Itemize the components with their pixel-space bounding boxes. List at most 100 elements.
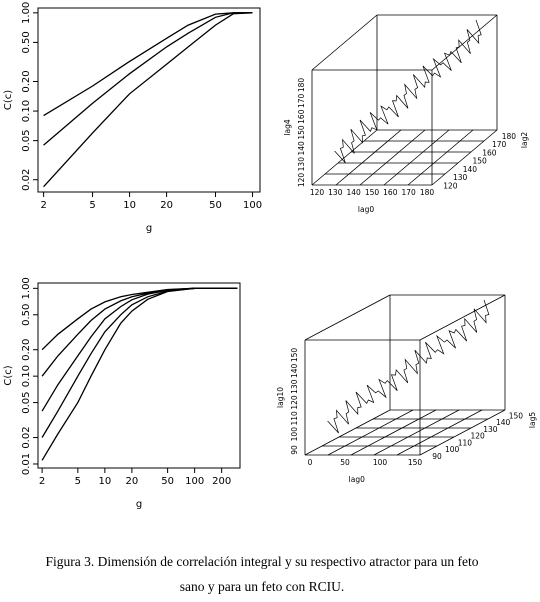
y-tick-label: 1.00 xyxy=(21,277,32,299)
y-tick-label: 0.20 xyxy=(21,339,32,361)
box-edge xyxy=(311,129,378,186)
x-tick-label: 5 xyxy=(75,476,81,487)
vertical-tick-label: 150 xyxy=(290,348,299,363)
series-line xyxy=(43,12,253,146)
x-tick-label: 2 xyxy=(39,476,45,487)
series-line xyxy=(43,12,253,117)
x-axis-label: lag0 xyxy=(358,205,374,214)
x-tick-label: 50 xyxy=(340,458,350,467)
x-tick-label: 150 xyxy=(365,188,380,197)
series-line xyxy=(41,287,238,461)
x-tick-label: 130 xyxy=(328,188,343,197)
vertical-tick-label: 170 xyxy=(297,93,306,108)
y-tick-label: 1.00 xyxy=(21,2,32,24)
box-edge xyxy=(304,294,391,341)
depth-tick-label: 120 xyxy=(471,432,486,441)
y-tick-label: 0.02 xyxy=(21,169,32,191)
y-tick-label: 0.10 xyxy=(21,365,32,387)
x-tick-label: 100 xyxy=(185,476,204,487)
vertical-tick-label: 130 xyxy=(297,157,306,172)
x-tick-label: 0 xyxy=(308,458,313,467)
box-edge xyxy=(419,294,506,341)
vertical-axis-label: lag4 xyxy=(283,119,292,135)
x-tick-label: 100 xyxy=(373,458,388,467)
box-edge xyxy=(419,409,506,456)
y-tick-label: 0.01 xyxy=(21,453,32,475)
floor-grid xyxy=(350,409,437,456)
depth-tick-label: 160 xyxy=(482,148,497,157)
y-axis-label: C(c) xyxy=(3,365,14,385)
vertical-tick-label: 140 xyxy=(297,141,306,156)
vertical-tick-label: 110 xyxy=(290,411,299,426)
x-tick-label: 5 xyxy=(89,200,95,211)
floor-grid xyxy=(327,409,414,456)
vertical-tick-label: 140 xyxy=(290,363,299,378)
floor-grid xyxy=(373,409,460,456)
box-edge xyxy=(431,129,498,186)
depth-axis-label: lag5 xyxy=(528,412,537,428)
x-tick-label: 200 xyxy=(212,476,231,487)
x-tick-label: 160 xyxy=(383,188,398,197)
depth-tick-label: 150 xyxy=(473,157,488,166)
x-tick-label: 100 xyxy=(243,200,262,211)
y-axis-label: C(c) xyxy=(3,90,14,110)
x-tick-label: 20 xyxy=(160,200,173,211)
depth-tick-label: 150 xyxy=(509,411,524,420)
vertical-tick-label: 90 xyxy=(290,445,299,455)
y-tick-label: 0.10 xyxy=(21,100,32,122)
caption-line: Figura 3. Dimensión de correlación integ… xyxy=(46,554,479,569)
box-edge xyxy=(431,14,498,71)
x-tick-label: 150 xyxy=(408,458,423,467)
plot-frame xyxy=(37,282,241,469)
x-tick-label: 50 xyxy=(209,200,222,211)
floor-grid xyxy=(335,129,402,186)
depth-tick-label: 120 xyxy=(443,181,458,190)
vertical-tick-label: 120 xyxy=(297,173,306,188)
y-tick-label: 0.05 xyxy=(21,391,32,413)
x-tick-label: 180 xyxy=(420,188,435,197)
series-line xyxy=(43,12,253,188)
depth-tick-label: 90 xyxy=(432,452,442,461)
plot-frame xyxy=(37,7,261,193)
x-tick-label: 10 xyxy=(98,476,111,487)
x-tick-label: 140 xyxy=(347,188,362,197)
box-edge xyxy=(304,409,391,456)
vertical-tick-label: 180 xyxy=(297,78,306,93)
series-line xyxy=(41,287,238,412)
vertical-tick-label: 150 xyxy=(297,125,306,140)
y-tick-label: 0.20 xyxy=(21,70,32,92)
depth-tick-label: 140 xyxy=(496,418,511,427)
depth-tick-label: 100 xyxy=(445,445,460,454)
attractor-trace xyxy=(327,299,490,434)
depth-tick-label: 130 xyxy=(453,173,468,182)
depth-axis-label: lag2 xyxy=(520,132,529,148)
vertical-axis-label: lag10 xyxy=(276,387,285,408)
caption-line: sano y para un feto con RCIU. xyxy=(180,579,345,594)
depth-tick-label: 140 xyxy=(463,165,478,174)
depth-tick-label: 130 xyxy=(483,425,498,434)
vertical-tick-label: 160 xyxy=(297,109,306,124)
y-tick-label: 0.05 xyxy=(21,130,32,152)
vertical-tick-label: 120 xyxy=(290,395,299,410)
x-tick-label: 20 xyxy=(126,476,139,487)
box-edge xyxy=(311,14,378,71)
floor-grid xyxy=(396,409,483,456)
depth-tick-label: 110 xyxy=(458,438,473,447)
depth-tick-label: 170 xyxy=(492,140,507,149)
x-tick-label: 120 xyxy=(310,188,325,197)
vertical-tick-label: 100 xyxy=(290,427,299,442)
series-line xyxy=(41,287,238,438)
depth-tick-label: 180 xyxy=(502,132,517,141)
x-tick-label: 10 xyxy=(123,200,136,211)
x-axis-label: g xyxy=(146,223,152,234)
x-tick-label: 50 xyxy=(161,476,174,487)
y-tick-label: 0.50 xyxy=(21,31,32,53)
floor-grid xyxy=(359,129,426,186)
y-tick-label: 0.50 xyxy=(21,304,32,326)
attractor-trace xyxy=(334,19,482,164)
x-tick-label: 2 xyxy=(40,200,46,211)
floor-grid xyxy=(407,129,474,186)
vertical-tick-label: 130 xyxy=(290,379,299,394)
floor-grid xyxy=(383,129,450,186)
